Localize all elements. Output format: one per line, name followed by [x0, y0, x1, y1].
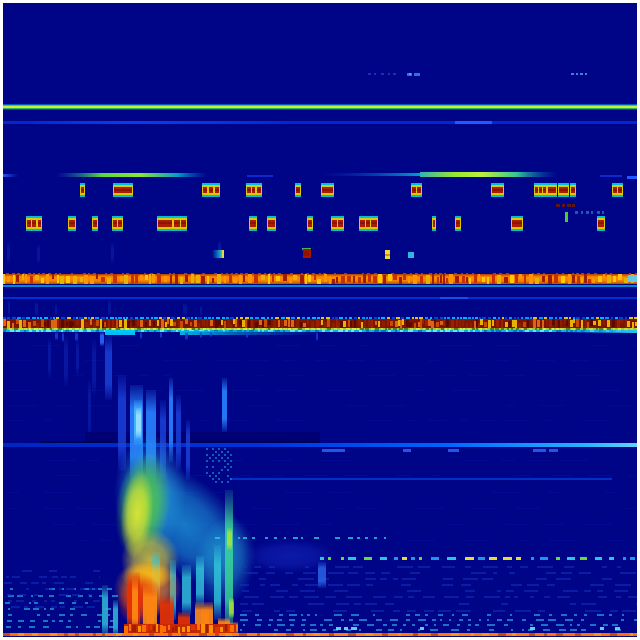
- spectrogram-image: [0, 0, 640, 640]
- spectrogram-canvas: [0, 0, 640, 640]
